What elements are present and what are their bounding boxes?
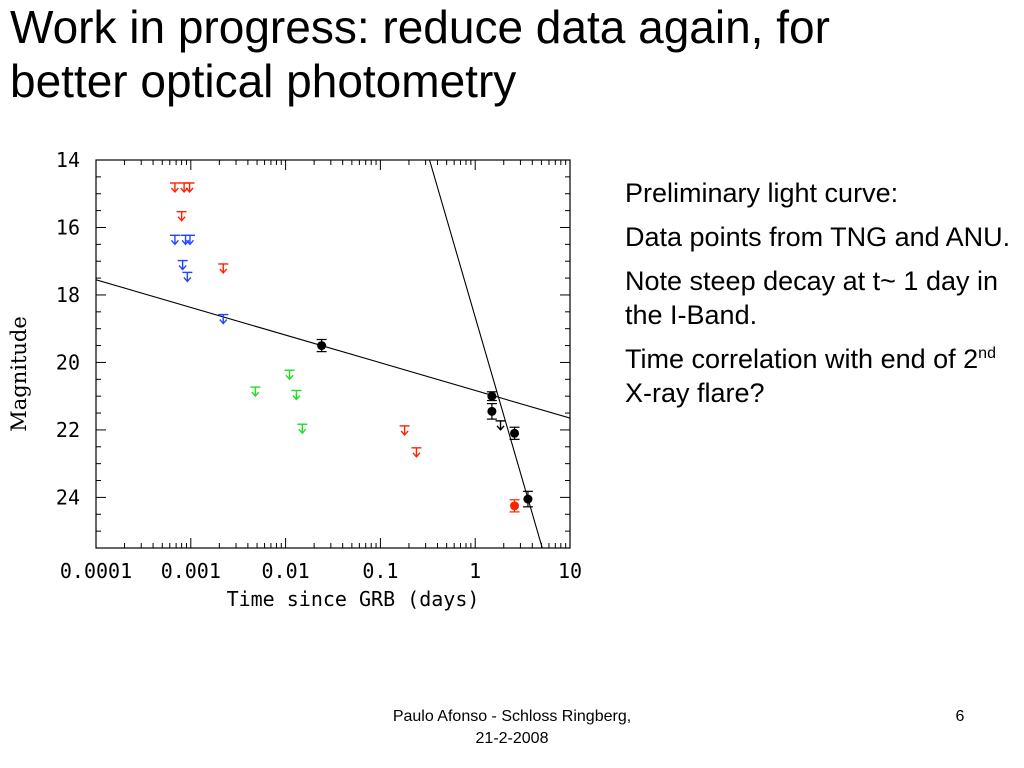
footer-credit: Paulo Afonso - Schloss Ringberg, 21-2-20…: [352, 706, 672, 750]
title-line-2: better optical photometry: [10, 55, 517, 107]
detection-markers: [316, 338, 533, 513]
fit-lines: [96, 160, 570, 548]
note-time-correlation: Time correlation with end of 2nd X-ray f…: [625, 342, 1020, 410]
upper-limit-marker: [177, 259, 188, 271]
note-preliminary: Preliminary light curve:: [625, 178, 899, 208]
upper-limit-marker: [250, 386, 261, 398]
upper-limit-marker: [399, 425, 410, 436]
y-tick-label: 24: [56, 485, 80, 509]
x-tick-label: 0.1: [362, 559, 398, 583]
x-tick-label: 1: [469, 559, 481, 583]
upper-limit-marker: [495, 420, 506, 431]
axis-labels: 0.0001 0.001 0.01 0.1 1 10 14 16 18 20 22 24 Time si…: [7, 148, 582, 611]
upper-limit-marker: [218, 263, 229, 275]
upper-limit-markers: [169, 182, 506, 458]
upper-limit-marker: [291, 389, 302, 401]
upper-limit-marker: [284, 369, 295, 381]
y-tick-label: 18: [56, 283, 80, 307]
x-tick-label: 0.01: [262, 559, 310, 583]
x-tick-label: 0.0001: [60, 559, 132, 583]
slide-notes: Preliminary light curve: Data points fro…: [625, 176, 1020, 420]
y-tick-label: 22: [56, 418, 80, 442]
upper-limit-marker: [184, 182, 195, 194]
footer-credit-line-2: 21-2-2008: [475, 730, 549, 747]
upper-limit-marker: [218, 313, 229, 325]
note-steep-decay: Note steep decay at t~ 1 day in the I-Ba…: [625, 266, 998, 330]
upper-limit-marker: [176, 210, 187, 222]
upper-limit-marker: [169, 234, 180, 246]
plot-frame: [95, 159, 571, 549]
note-data-sources: Data points from TNG and ANU.: [625, 222, 1011, 252]
plot-border: [95, 159, 571, 549]
footer-credit-line-1: Paulo Afonso - Schloss Ringberg,: [392, 708, 632, 725]
note-time-correlation-suffix: X-ray flare?: [625, 378, 765, 408]
title-line-1: Work in progress: reduce data again, for: [10, 1, 830, 53]
y-tick-label: 14: [56, 148, 80, 172]
x-tick-label: 10: [558, 559, 582, 583]
page-number: 6: [955, 708, 965, 725]
light-curve-chart: 0.0001 0.001 0.01 0.1 1 10 14 16 18 20 22 24 Time si…: [0, 140, 600, 620]
x-axis-label: Time since GRB (days): [227, 587, 480, 611]
detection-marker: [509, 499, 520, 513]
upper-limit-marker: [297, 423, 308, 435]
detection-marker: [316, 338, 327, 353]
note-time-correlation-prefix: Time correlation with end of 2: [625, 344, 979, 374]
fit-line: [429, 160, 543, 548]
detection-marker: [486, 391, 497, 402]
detection-marker: [522, 490, 533, 508]
upper-limit-marker: [169, 182, 180, 194]
slide-title: Work in progress: reduce data again, for…: [10, 0, 1010, 108]
upper-limit-marker: [182, 271, 193, 283]
upper-limit-marker: [184, 234, 195, 246]
upper-limit-marker: [411, 447, 422, 458]
detection-marker: [509, 426, 520, 440]
note-ordinal-suffix: nd: [978, 345, 996, 362]
y-tick-label: 20: [56, 350, 80, 374]
y-tick-label: 16: [56, 215, 80, 239]
x-tick-label: 0.001: [161, 559, 221, 583]
light-curve-svg: 0.0001 0.001 0.01 0.1 1 10 14 16 18 20 22 24 Time si…: [7, 148, 582, 611]
detection-marker: [486, 403, 497, 420]
y-axis-label: Magnitude: [7, 316, 31, 432]
